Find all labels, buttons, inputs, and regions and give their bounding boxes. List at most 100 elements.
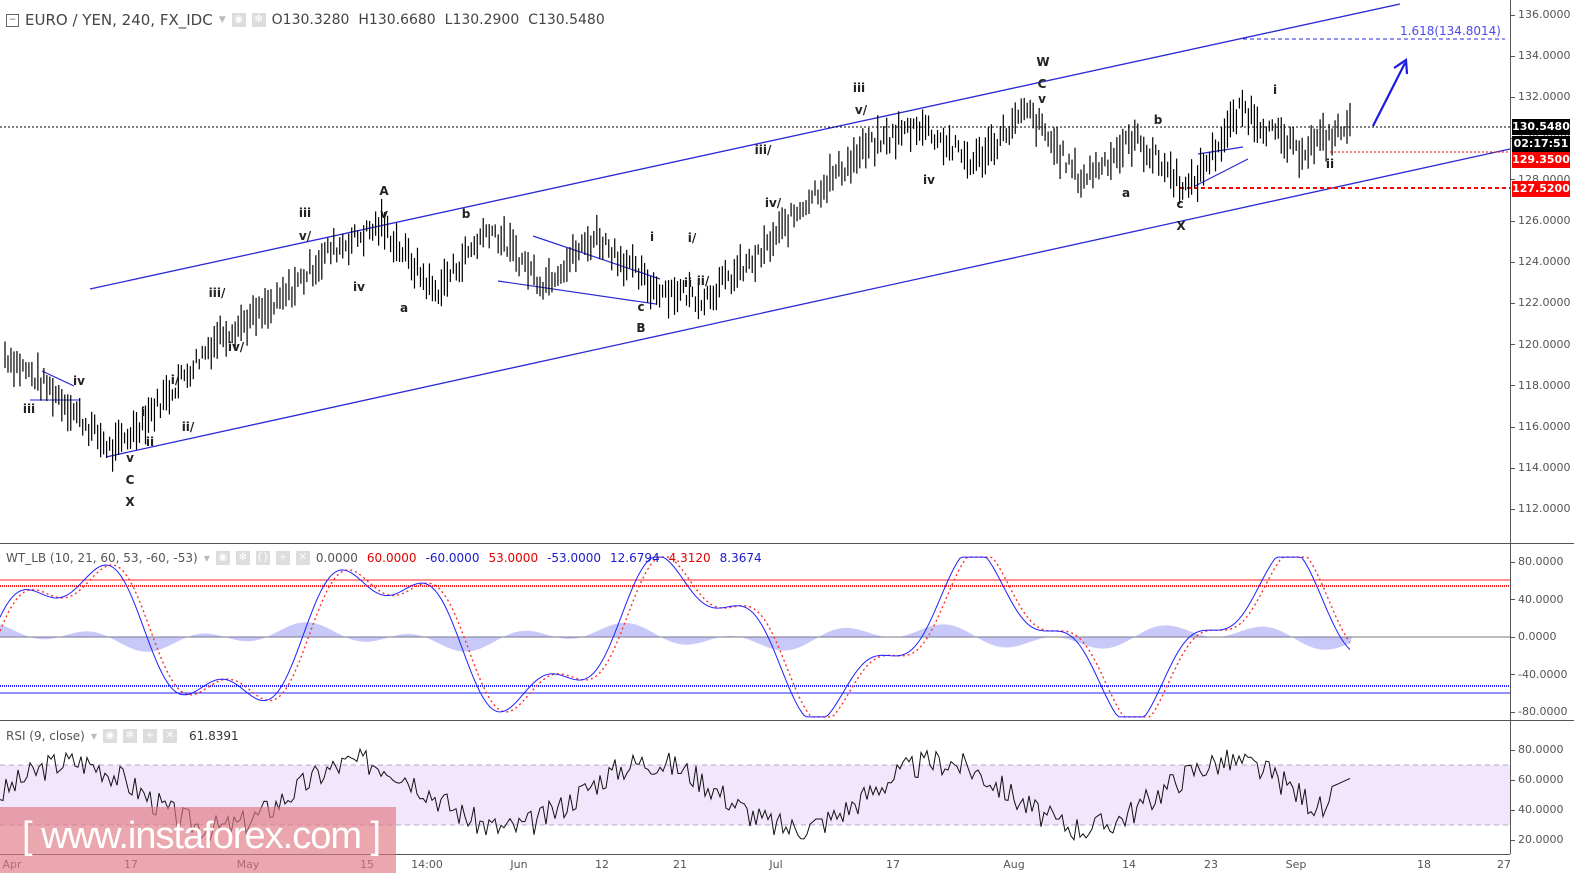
chevron-down-icon[interactable]: ▼ [203, 553, 210, 563]
wt-pane[interactable] [0, 544, 1510, 720]
axis-tick: 20.0000 [1511, 833, 1564, 846]
price-axis[interactable]: 136.0000134.0000132.0000130.0000128.0000… [1510, 0, 1574, 543]
wt-value: 53.0000 [488, 551, 539, 565]
eye-icon[interactable]: ◉ [103, 729, 117, 743]
time-axis-label: 27 [1497, 858, 1511, 871]
svg-text:ii/: ii/ [697, 274, 710, 288]
axis-tick: 80.0000 [1511, 555, 1564, 568]
pane-divider[interactable] [0, 543, 1574, 544]
symbol-legend: − EURO / YEN, 240, FX_IDC ▼ ◉ ✻ O130.328… [6, 11, 605, 29]
time-axis-label: Jul [769, 858, 783, 871]
high-label: H [358, 12, 369, 28]
time-axis-label: 12 [595, 858, 609, 871]
wt-title[interactable]: WT_LB (10, 21, 60, 53, -60, -53) [6, 551, 198, 565]
axis-tick: 116.0000 [1511, 420, 1571, 433]
svg-text:i/: i/ [171, 373, 180, 387]
svg-text:C: C [1038, 77, 1047, 91]
svg-text:ii: ii [1326, 157, 1334, 171]
svg-text:iv: iv [923, 173, 935, 187]
wt-chart-canvas[interactable] [0, 544, 1510, 720]
close-value: 130.5480 [537, 12, 605, 28]
svg-text:v: v [126, 451, 134, 465]
wt-legend: WT_LB (10, 21, 60, 53, -60, -53) ▼ ◉ ✻ {… [6, 551, 762, 565]
plus-icon[interactable]: + [275, 551, 290, 565]
svg-text:B: B [636, 321, 645, 335]
axis-tick: 136.0000 [1511, 8, 1571, 21]
wt-value: 12.6794 [610, 551, 660, 565]
axis-tick: 124.0000 [1511, 255, 1571, 268]
high-value: 130.6680 [368, 12, 436, 28]
svg-text:i: i [650, 230, 654, 244]
svg-text:c: c [637, 300, 644, 314]
svg-text:c: c [1176, 197, 1183, 211]
wt-value: 0.0000 [315, 551, 358, 565]
svg-text:iii: iii [23, 402, 35, 416]
wt-axis[interactable]: 80.0000 40.0000 0.0000 -40.0000 -80.0000 [1510, 544, 1574, 720]
svg-text:v: v [380, 207, 388, 221]
close-icon[interactable]: ✕ [163, 729, 177, 743]
eye-icon[interactable]: ◉ [215, 551, 230, 565]
svg-text:ii/: ii/ [182, 420, 195, 434]
countdown-badge: 02:17:51 [1512, 136, 1570, 152]
svg-text:ii: ii [684, 276, 692, 290]
svg-text:iii/: iii/ [209, 286, 226, 300]
svg-text:iii: iii [853, 81, 865, 95]
axis-tick: 80.0000 [1511, 743, 1564, 756]
code-icon[interactable]: {} [255, 551, 270, 565]
svg-text:X: X [1176, 219, 1186, 233]
pane-divider[interactable] [0, 720, 1574, 721]
axis-tick: 132.0000 [1511, 90, 1571, 103]
price-chart-canvas[interactable]: 1.618(134.8014) iiiivvCXiiii/ii/iii/iv/i… [0, 0, 1510, 543]
collapse-icon[interactable]: − [6, 13, 19, 27]
close-icon[interactable]: ✕ [295, 551, 310, 565]
open-value: 130.3280 [282, 12, 350, 28]
time-axis-label: Jun [510, 858, 528, 871]
svg-text:i: i [141, 405, 145, 419]
axis-tick: 120.0000 [1511, 338, 1571, 351]
time-axis-line [0, 854, 1510, 855]
svg-text:b: b [462, 207, 471, 221]
svg-text:v/: v/ [299, 229, 312, 243]
axis-tick: 112.0000 [1511, 502, 1571, 515]
svg-text:a: a [400, 301, 408, 315]
watermark-text: [ www.instaforex.com ] [22, 815, 381, 857]
axis-tick: 118.0000 [1511, 379, 1571, 392]
wt-value: -53.0000 [547, 551, 602, 565]
svg-text:v: v [1038, 92, 1046, 106]
gear-icon[interactable]: ✻ [235, 551, 250, 565]
time-axis-label: 18 [1417, 858, 1431, 871]
rsi-title[interactable]: RSI (9, close) [6, 729, 85, 743]
watermark: [ www.instaforex.com ] [0, 807, 396, 873]
axis-tick: 134.0000 [1511, 49, 1571, 62]
time-axis-label: 14 [1122, 858, 1136, 871]
level-2-badge: 127.5200 [1512, 181, 1570, 197]
rsi-axis[interactable]: 80.0000 60.0000 40.0000 20.0000 [1510, 721, 1574, 854]
axis-tick: -40.0000 [1511, 668, 1567, 681]
axis-tick: 40.0000 [1511, 803, 1564, 816]
gear-icon[interactable]: ✻ [123, 729, 137, 743]
svg-text:iv: iv [73, 374, 85, 388]
last-price-badge: 130.5480 [1512, 119, 1570, 135]
svg-text:v/: v/ [855, 103, 868, 117]
chevron-down-icon[interactable]: ▼ [90, 731, 97, 741]
svg-text:ii: ii [146, 435, 154, 449]
wt-value: 4.3120 [668, 551, 711, 565]
plus-icon[interactable]: + [143, 729, 157, 743]
gear-icon[interactable]: ✻ [251, 13, 266, 27]
eye-icon[interactable]: ◉ [231, 13, 246, 27]
symbol-title[interactable]: EURO / YEN, 240, FX_IDC [25, 11, 213, 29]
wt-value: 8.3674 [719, 551, 762, 565]
time-axis-label: Aug [1003, 858, 1025, 871]
chevron-down-icon[interactable]: ▼ [218, 15, 226, 25]
close-label: C [528, 12, 538, 28]
time-axis-label: Sep [1285, 858, 1307, 871]
axis-tick: 122.0000 [1511, 296, 1571, 309]
svg-text:a: a [1122, 186, 1130, 200]
level-1-badge: 129.3500 [1512, 152, 1570, 168]
svg-text:X: X [125, 495, 135, 509]
low-value: 130.2900 [452, 12, 520, 28]
axis-tick: 60.0000 [1511, 773, 1564, 786]
rsi-value: 61.8391 [189, 729, 239, 743]
time-axis-label: 21 [673, 858, 687, 871]
